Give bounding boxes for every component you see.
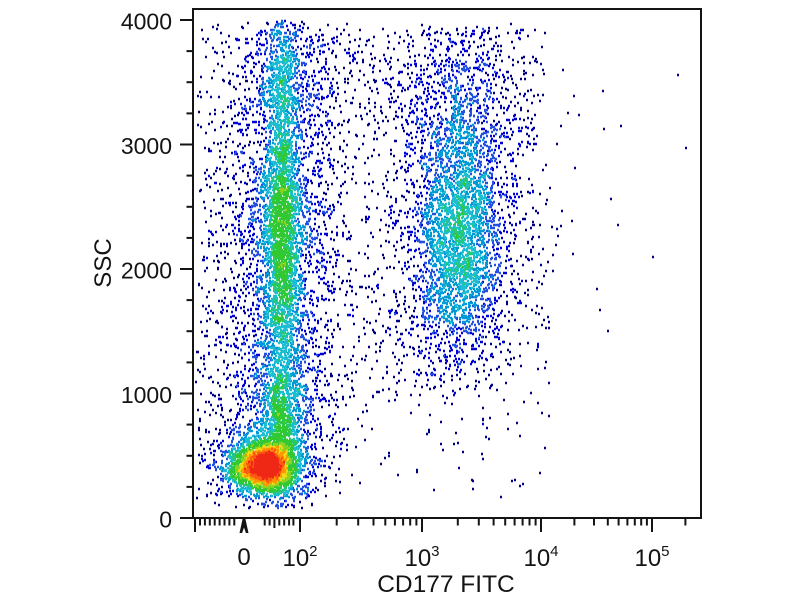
svg-text:1000: 1000: [121, 382, 172, 408]
svg-text:4000: 4000: [121, 9, 172, 35]
svg-text:3000: 3000: [121, 133, 172, 159]
svg-text:0: 0: [237, 544, 250, 571]
svg-text:CD177 FITC: CD177 FITC: [377, 571, 515, 598]
svg-text:SSC: SSC: [90, 238, 117, 287]
svg-text:2000: 2000: [121, 258, 172, 284]
svg-text:0: 0: [159, 507, 172, 533]
